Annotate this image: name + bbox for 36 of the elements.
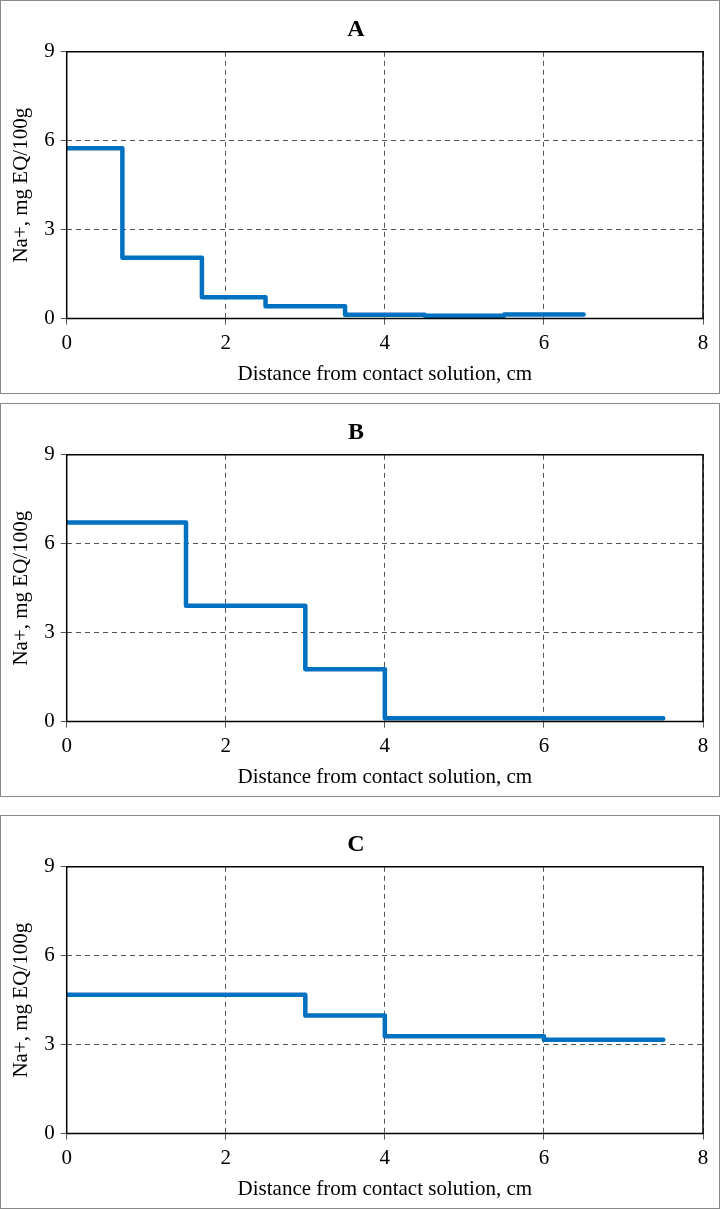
y-axis-title: Na+, mg EQ/100g xyxy=(8,107,33,263)
y-axis-title: Na+, mg EQ/100g xyxy=(8,510,33,666)
y-tick-label: 9 xyxy=(44,441,55,466)
y-tick-label: 3 xyxy=(44,216,55,241)
x-tick-label: 6 xyxy=(538,1144,550,1169)
x-tick-label: 0 xyxy=(61,1144,72,1169)
x-axis-title: Distance from contact solution, cm xyxy=(237,360,533,385)
x-tick-label: 6 xyxy=(538,329,550,354)
chart-title: A xyxy=(347,14,366,41)
y-tick-label: 0 xyxy=(44,1120,55,1145)
y-tick-label: 6 xyxy=(44,942,55,967)
x-tick-label: 4 xyxy=(379,329,391,354)
y-tick-label: 9 xyxy=(44,853,55,878)
y-tick-label: 6 xyxy=(44,530,55,555)
x-tick-label: 8 xyxy=(697,329,709,354)
x-tick-label: 8 xyxy=(697,1144,709,1169)
y-tick-label: 9 xyxy=(44,38,55,63)
y-tick-label: 3 xyxy=(44,619,55,644)
x-tick-label: 4 xyxy=(379,732,391,757)
chart-title: C xyxy=(347,829,365,856)
x-tick-label: 0 xyxy=(61,329,72,354)
x-tick-label: 2 xyxy=(220,1144,232,1169)
chart-title: B xyxy=(347,417,365,444)
y-tick-label: 6 xyxy=(44,127,55,152)
x-axis-title: Distance from contact solution, cm xyxy=(237,1175,533,1200)
y-axis-title: Na+, mg EQ/100g xyxy=(8,922,33,1078)
x-tick-label: 4 xyxy=(379,1144,391,1169)
y-tick-label: 0 xyxy=(44,708,55,733)
x-tick-label: 6 xyxy=(538,732,550,757)
x-axis-title: Distance from contact solution, cm xyxy=(237,763,533,788)
x-tick-label: 8 xyxy=(697,732,709,757)
x-tick-label: 2 xyxy=(220,329,232,354)
y-tick-label: 3 xyxy=(44,1031,55,1056)
y-tick-label: 0 xyxy=(44,305,55,330)
x-tick-label: 2 xyxy=(220,732,232,757)
x-tick-label: 0 xyxy=(61,732,72,757)
